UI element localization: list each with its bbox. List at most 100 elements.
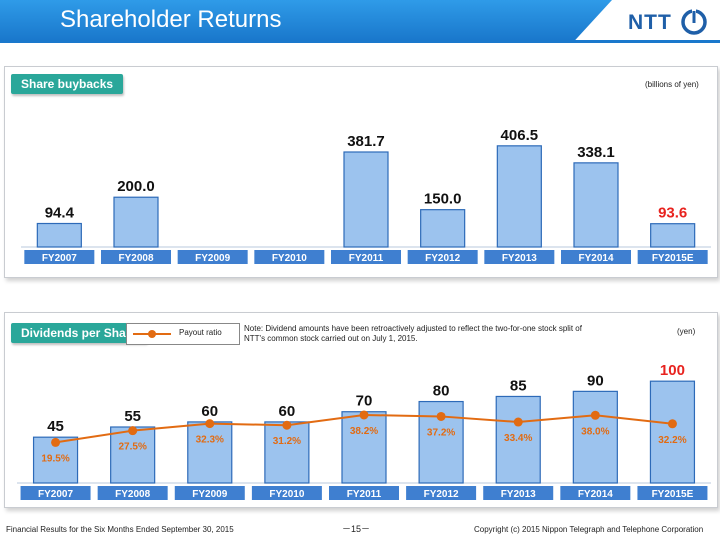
buyback-tick-label: FY2011 (349, 253, 384, 264)
header-band (0, 0, 612, 40)
dividends-note: Note: Dividend amounts have been retroac… (244, 324, 582, 343)
dividend-tick-box (406, 486, 477, 500)
dividend-bar (572, 390, 618, 484)
payout-legend: Payout ratio (126, 323, 240, 345)
dividend-tick-label: FY2007 (38, 489, 73, 500)
payout-legend-swatch (133, 330, 171, 338)
buyback-tick-label: FY2013 (502, 253, 537, 264)
dividend-data-label: 85 (510, 377, 527, 394)
buyback-tick-label: FY2014 (578, 253, 613, 264)
buybacks-chart: FY2007 94.4 FY2008 200.0 FY2009 FY2010 FY2011 3… (21, 127, 711, 264)
dividend-tick-box (637, 486, 708, 500)
buyback-tick-box (101, 250, 171, 264)
payout-ratio-label: 38.0% (581, 426, 609, 437)
buyback-bar (496, 145, 542, 248)
buybacks-unit: (billions of yen) (645, 80, 699, 89)
payout-ratio-point (513, 417, 523, 427)
buyback-tick-box (637, 250, 708, 264)
buyback-tick-box (24, 250, 95, 264)
ntt-logo: NTT (622, 8, 714, 36)
payout-ratio-point (667, 419, 677, 429)
buyback-bar (113, 196, 159, 248)
payout-ratio-label: 31.2% (273, 436, 301, 447)
dividend-data-label: 60 (201, 403, 218, 420)
buyback-tick-box (484, 250, 555, 264)
buyback-bar (36, 222, 82, 248)
dividends-chart: FY2007 45 FY2008 55 FY2009 60 FY2010 60 FY2011 70… (17, 362, 711, 500)
dividend-tick-box (97, 486, 168, 500)
buyback-bar (573, 162, 619, 248)
payout-ratio-label: 19.5% (41, 453, 69, 464)
dividend-tick-box (174, 486, 245, 500)
dividend-tick-box (560, 486, 631, 500)
payout-legend-label: Payout ratio (179, 328, 222, 337)
buybacks-section-label: Share buybacks (11, 74, 124, 94)
dividend-data-label: 70 (356, 393, 373, 410)
payout-ratio-label: 32.3% (196, 435, 224, 446)
buyback-tick-box (177, 250, 248, 264)
dividend-tick-label: FY2012 (424, 489, 459, 500)
buyback-tick-label: FY2015E (652, 253, 694, 264)
dividend-tick-label: FY2015E (652, 489, 694, 500)
buyback-tick-label: FY2007 (42, 253, 77, 264)
buyback-bar (343, 151, 389, 248)
payout-ratio-point (205, 419, 215, 429)
dividends-unit: (yen) (677, 327, 696, 336)
buyback-tick-label: FY2009 (195, 253, 230, 264)
buyback-data-label: 94.4 (45, 205, 75, 222)
buybacks-panel: Share buybacks (billions of yen) FY2007 9… (4, 66, 718, 278)
buyback-bar (650, 223, 696, 248)
payout-ratio-point (128, 426, 138, 436)
buyback-data-label: 93.6 (658, 205, 687, 222)
header-rule (0, 40, 720, 43)
ntt-logo-icon (681, 9, 707, 35)
dividend-tick-label: FY2008 (115, 489, 150, 500)
dividend-tick-label: FY2009 (192, 489, 227, 500)
buyback-data-label: 338.1 (577, 144, 615, 161)
buyback-tick-label: FY2008 (118, 253, 153, 264)
dividend-data-label: 45 (47, 418, 64, 435)
payout-ratio-point (282, 420, 292, 430)
dividend-bar (649, 380, 696, 484)
buyback-data-label: 406.5 (501, 127, 539, 144)
buyback-tick-box (561, 250, 631, 264)
page-number: －15－ (342, 524, 371, 534)
dividend-data-label: 60 (279, 403, 296, 420)
payout-ratio-label: 33.4% (504, 433, 532, 444)
buyback-data-label: 150.0 (424, 191, 462, 208)
dividend-bar (264, 421, 310, 484)
dividend-data-label: 55 (124, 408, 141, 425)
logo-text: NTT (628, 11, 672, 34)
buyback-data-label: 200.0 (117, 178, 155, 195)
dividend-tick-box (251, 486, 322, 500)
page-title: Shareholder Returns (60, 6, 282, 33)
dividend-tick-box (483, 486, 554, 500)
dividend-data-label: 90 (587, 372, 604, 389)
dividend-tick-label: FY2011 (347, 489, 382, 500)
dividend-tick-label: FY2013 (501, 489, 536, 500)
dividend-bar (187, 421, 233, 484)
buyback-tick-box (331, 250, 401, 264)
buyback-tick-box (407, 250, 478, 264)
payout-ratio-label: 38.2% (350, 426, 378, 437)
dividend-bar (341, 411, 387, 484)
buyback-data-label: 381.7 (347, 133, 385, 150)
payout-ratio-label: 37.2% (427, 427, 455, 438)
dividends-section-label: Dividends per Share (11, 323, 148, 343)
dividend-data-label: 80 (433, 383, 450, 400)
dividend-bar (495, 395, 541, 484)
dividend-bar (110, 426, 156, 484)
buyback-bar (420, 209, 466, 248)
dividend-tick-box (20, 486, 91, 500)
buyback-tick-label: FY2010 (272, 253, 307, 264)
payout-ratio-label: 27.5% (118, 442, 146, 453)
dividend-tick-label: FY2014 (578, 489, 613, 500)
dividends-panel: Dividends per Share (yen) FY2007 45 FY2008… (4, 312, 718, 508)
payout-ratio-point (51, 437, 61, 447)
payout-ratio-label: 32.2% (658, 435, 686, 446)
dividend-data-label: 100 (660, 362, 685, 379)
payout-ratio-point (359, 410, 369, 420)
dividend-tick-label: FY2010 (269, 489, 304, 500)
payout-ratio-point (436, 411, 446, 421)
dividend-tick-box (329, 486, 399, 500)
